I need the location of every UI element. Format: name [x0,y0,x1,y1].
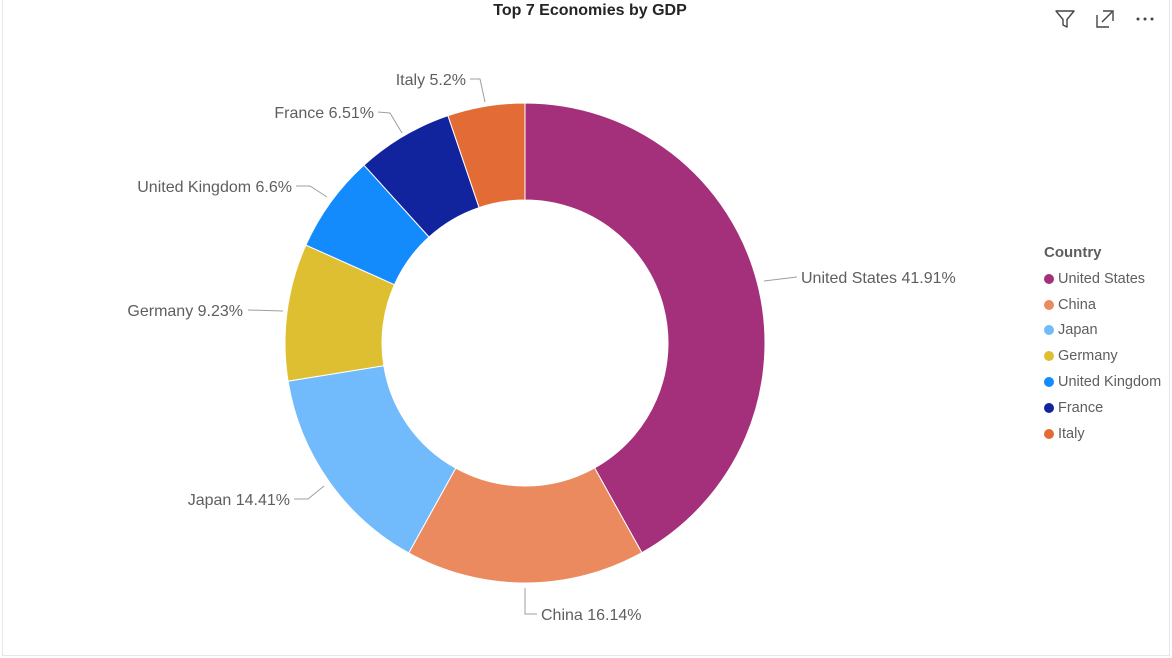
data-label-italy: Italy 5.2% [396,72,466,89]
data-label-china: China 16.14% [541,607,642,624]
legend-marker [1044,377,1054,388]
legend-marker [1044,325,1054,336]
data-label-japan: Japan 14.41% [188,492,290,509]
legend-item-united-states[interactable]: United States [1044,266,1161,292]
legend-item-italy[interactable]: Italy [1044,421,1161,447]
legend-item-japan[interactable]: Japan [1044,318,1161,344]
visual-toolbar [1052,6,1158,32]
legend-marker [1044,402,1054,413]
leader-line-united-states [763,276,798,282]
leader-line-japan [294,485,325,500]
slice-united-states[interactable] [524,102,766,554]
leader-line-china [524,588,537,615]
legend-marker [1044,273,1054,284]
legend-label: United States [1058,270,1146,287]
filter-icon[interactable] [1052,6,1078,32]
legend-marker [1044,428,1054,439]
leader-line-germany [247,309,284,312]
data-label-united-kingdom: United Kingdom 6.6% [137,179,292,196]
legend-item-china[interactable]: China [1044,292,1161,318]
legend-marker [1044,299,1054,310]
leader-line-france [377,111,403,134]
focus-mode-icon[interactable] [1092,6,1118,32]
legend-item-france[interactable]: France [1044,395,1161,421]
legend-label: United Kingdom [1058,374,1162,391]
more-options-icon[interactable] [1132,6,1158,32]
legend-label: Japan [1058,322,1098,339]
slice-italy[interactable] [447,102,526,209]
legend-title: Country [1044,244,1102,261]
legend-marker [1044,351,1054,362]
data-label-germany: Germany 9.23% [127,303,243,320]
leader-line-united-kingdom [296,185,328,198]
legend-item-germany[interactable]: Germany [1044,343,1161,369]
data-label-united-states: United States 41.91% [801,270,956,287]
legend-label: France [1058,399,1104,416]
leader-line-italy [470,78,486,103]
legend-label: China [1058,296,1096,313]
legend-label: Italy [1058,425,1085,442]
chart-title: Top 7 Economies by GDP [493,2,687,19]
data-label-france: France 6.51% [274,105,374,122]
legend: Country United States China Japan Germany Un… [1044,244,1161,447]
legend-item-united-kingdom[interactable]: United Kingdom [1044,369,1161,395]
legend-label: Germany [1058,348,1118,365]
